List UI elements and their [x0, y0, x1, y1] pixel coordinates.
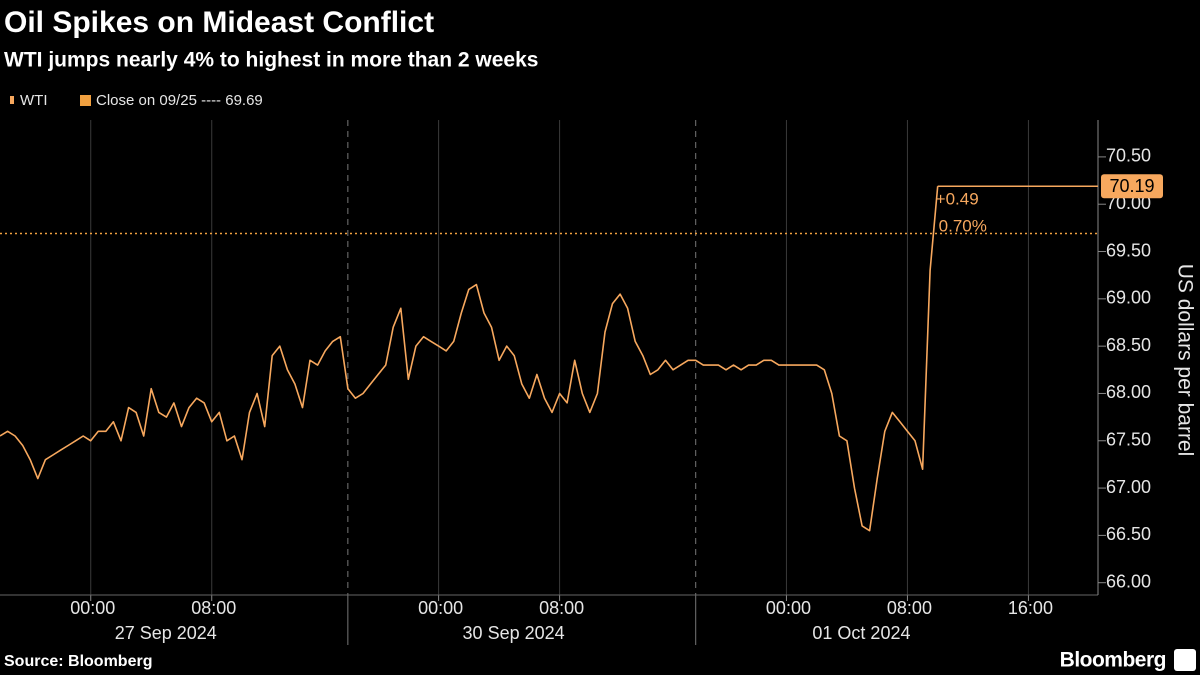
legend-icon: [10, 96, 14, 104]
y-tick-label: 68.50: [1106, 335, 1151, 355]
y-tick-label: 68.00: [1106, 382, 1151, 402]
x-tick-label: 00:00: [766, 598, 811, 618]
y-tick-label: 69.00: [1106, 288, 1151, 308]
chart-subtitle: WTI jumps nearly 4% to highest in more t…: [4, 49, 538, 72]
x-tick-label: 16:00: [1008, 598, 1053, 618]
brand: Bloomberg: [1060, 649, 1166, 672]
last-value-box: [1101, 174, 1163, 199]
x-tick-label: 08:00: [887, 598, 932, 618]
legend-entry: WTI: [20, 92, 48, 109]
y-tick-label: 67.00: [1106, 477, 1151, 497]
legend-icon: [80, 95, 91, 106]
last-value-label: 70.19: [1109, 176, 1154, 196]
change-label: +0.49: [936, 190, 979, 209]
x-tick-label: 08:00: [191, 598, 236, 618]
x-date-label: 01 Oct 2024: [812, 623, 910, 643]
x-tick-label: 00:00: [418, 598, 463, 618]
x-date-label: 27 Sep 2024: [115, 623, 217, 643]
y-tick-label: 67.50: [1106, 430, 1151, 450]
y-axis-label: US dollars per barrel: [1173, 264, 1196, 457]
chart-title: Oil Spikes on Mideast Conflict: [4, 6, 434, 39]
legend-entry: Close on 09/25 ---- 69.69: [96, 92, 263, 109]
x-date-label: 30 Sep 2024: [463, 623, 565, 643]
series-line: [0, 186, 939, 532]
y-tick-label: 66.50: [1106, 524, 1151, 544]
brand-icon: [1174, 649, 1196, 671]
x-tick-label: 08:00: [539, 598, 584, 618]
y-tick-label: 66.00: [1106, 571, 1151, 591]
change-pct-label: 0.70%: [939, 217, 987, 236]
x-tick-label: 00:00: [70, 598, 115, 618]
source: Source: Bloomberg: [4, 653, 152, 670]
y-tick-label: 69.50: [1106, 240, 1151, 260]
y-tick-label: 70.50: [1106, 146, 1151, 166]
